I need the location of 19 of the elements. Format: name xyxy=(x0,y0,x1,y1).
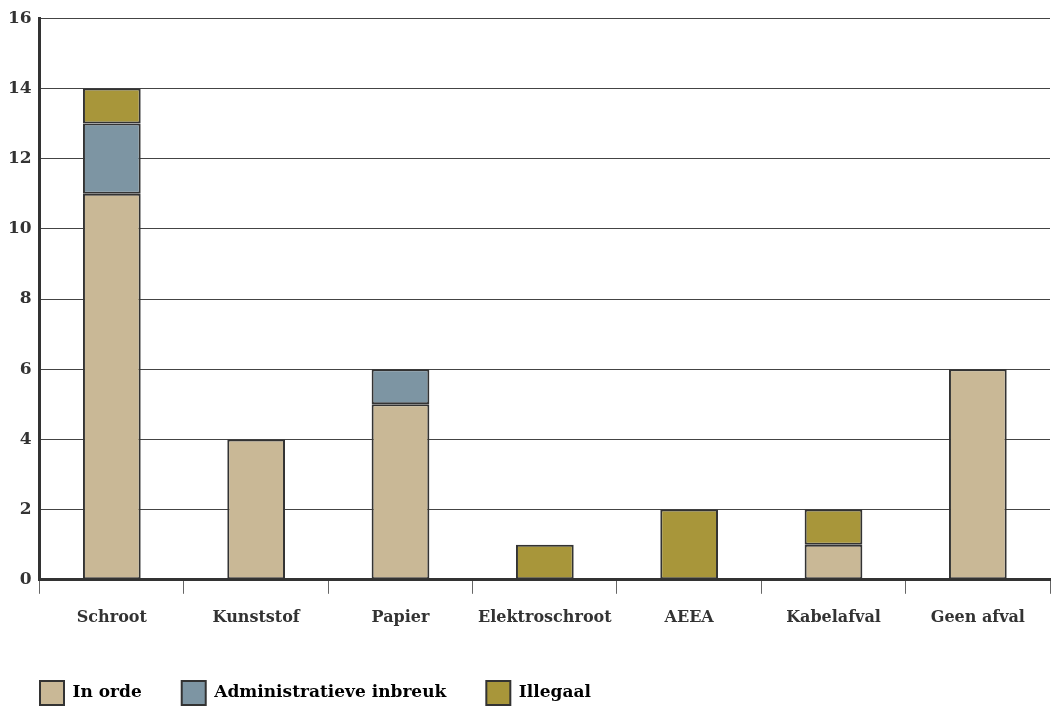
y-tick-label: 2 xyxy=(19,498,32,519)
legend-label: Illegaal xyxy=(518,681,592,702)
x-tick-label: Kabelafval xyxy=(786,606,881,626)
x-tick-label: Kunststof xyxy=(212,606,301,626)
x-tick-label: Elektroschroot xyxy=(478,606,613,626)
x-tick-label: Papier xyxy=(371,606,430,626)
x-tick-label: Schroot xyxy=(76,606,148,626)
legend-label: In orde xyxy=(72,681,142,702)
y-tick-label: 12 xyxy=(7,147,32,168)
x-tick-label: Geen afval xyxy=(930,606,1025,626)
y-tick-label: 14 xyxy=(7,76,32,97)
y-tick-label: 4 xyxy=(19,427,32,448)
x-tick-label: AEEA xyxy=(663,606,715,626)
legend-label: Administratieve inbreuk xyxy=(213,681,448,702)
y-tick-label: 8 xyxy=(19,287,32,308)
y-tick-label: 6 xyxy=(19,357,32,378)
y-tick-label: 0 xyxy=(19,568,32,589)
y-tick-label: 10 xyxy=(7,217,32,238)
y-tick-label: 16 xyxy=(7,6,32,27)
